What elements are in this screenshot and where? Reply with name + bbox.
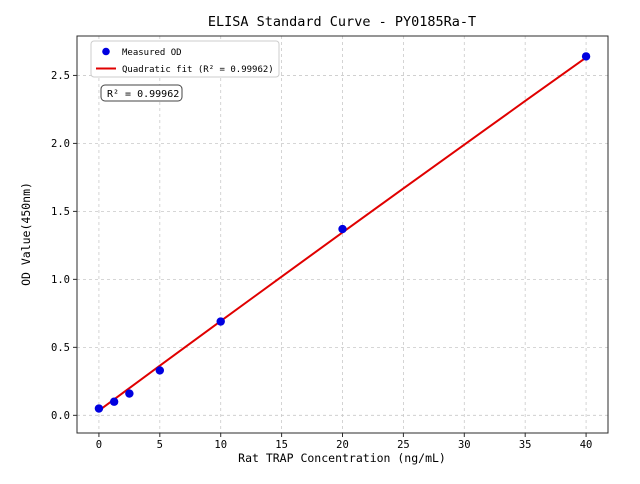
- y-tick-label: 1.0: [51, 274, 70, 286]
- data-point: [338, 224, 347, 234]
- data-point: [125, 389, 134, 398]
- y-tick-label: 2.0: [51, 138, 70, 150]
- tick-layer: 0 5 10 15 20 25 30 35 40 0.0 0.5 1.0 1.5 2.0 2.5: [51, 70, 592, 451]
- x-tick-label: 5: [157, 439, 163, 451]
- x-tick-label: 15: [275, 439, 288, 451]
- legend-fit-label: Quadratic fit (R² = 0.99962): [122, 65, 274, 75]
- x-tick-label: 35: [519, 439, 532, 451]
- x-tick-label: 30: [458, 439, 471, 451]
- y-tick-label: 2.5: [51, 70, 70, 82]
- x-tick-label: 20: [336, 439, 349, 451]
- x-tick-label: 10: [214, 439, 227, 451]
- legend-measured-label: Measured OD: [122, 48, 182, 58]
- data-point: [581, 52, 591, 61]
- y-tick-label: 0.5: [51, 342, 70, 354]
- grid-layer: [77, 36, 608, 433]
- r-squared-box: [100, 84, 183, 102]
- r-squared-annotation: R² = 0.99962: [100, 84, 183, 102]
- chart-title: ELISA Standard Curve - PY0185Ra-T: [208, 14, 476, 30]
- y-tick-label: 0.0: [51, 410, 70, 422]
- y-axis-label: OD Value(450nm): [19, 182, 33, 286]
- data-point: [94, 404, 104, 413]
- x-tick-label: 25: [397, 439, 410, 451]
- legend-box: [90, 40, 280, 78]
- y-tick-label: 1.5: [51, 206, 70, 218]
- data-point: [216, 317, 225, 326]
- series-layer: [94, 52, 591, 413]
- x-tick-label: 40: [580, 439, 593, 451]
- x-tick-label: 0: [96, 439, 102, 451]
- data-point: [109, 397, 119, 406]
- legend-measured-marker: [102, 47, 110, 56]
- x-axis-label: Rat TRAP Concentration (ng/mL): [238, 451, 446, 465]
- data-point: [155, 366, 165, 375]
- r-squared-text: R² = 0.99962: [107, 89, 179, 100]
- legend: Measured OD Quadratic fit (R² = 0.99962): [90, 40, 280, 78]
